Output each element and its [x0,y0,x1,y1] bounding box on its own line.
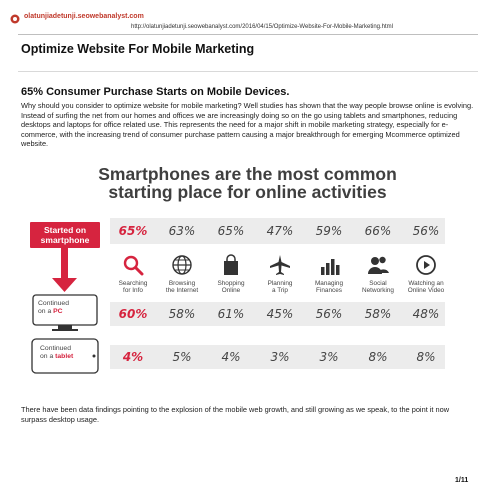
activity-label: Browsing the Internet [156,280,208,294]
activity-label-line1: Shopping [217,280,245,287]
activity-label-line1: Social [369,280,387,287]
activity-label-line1: Searching [118,280,148,287]
site-name[interactable]: olatunjiadetunji.seowebanalyst.com [24,13,144,20]
activity-label-line2: Finances [316,287,342,295]
activity-label-line1: Browsing [168,280,196,287]
activity-label-line2: a Trip [272,287,288,295]
activity-label-line2: Networking [362,287,394,295]
value-cell: 58% [168,307,196,321]
value-cell: 47% [266,224,294,238]
activity-label-line2: for Info [123,287,143,295]
tablet-icon [31,338,99,374]
smartphone-label-box: Started on smartphone [30,222,100,248]
intro-paragraph: Why should you consider to optimize webs… [21,101,474,149]
value-cell: 56% [315,307,343,321]
value-cell: 5% [172,350,192,364]
pc-label-line1: Continued [38,300,69,307]
activity-label-line2: Online Video [407,287,445,295]
activity-label: Managing Finances [303,280,355,294]
value-cell: 8% [368,350,388,364]
pc-row-band [110,302,445,326]
value-cell: 60% [118,307,148,321]
header-divider [18,34,478,35]
activity-label-line1: Managing [314,280,344,287]
value-cell: 66% [364,224,392,238]
infographic-title-line1: Smartphones are the most common [98,164,397,184]
closing-paragraph: There have been data findings pointing t… [21,405,450,424]
article-title: Optimize Website For Mobile Marketing [21,42,255,56]
globe-icon [172,255,192,275]
value-cell: 4% [122,350,144,364]
play-icon [416,255,436,275]
activity-label: Planning a Trip [254,280,306,294]
activity-label-line2: Online [221,287,241,295]
bar-chart-icon [321,259,340,275]
value-cell: 65% [217,224,245,238]
value-cell: 48% [412,307,440,321]
value-cell: 3% [319,350,339,364]
tablet-label-line2-accent: tablet [55,352,74,360]
value-cell: 45% [266,307,294,321]
tablet-label-line2: on a tablet [40,353,73,361]
value-cell: 56% [412,224,440,238]
activity-label-line1: Planning [267,280,293,287]
value-cell: 61% [217,307,245,321]
tablet-label-line1: Continued [40,345,71,352]
activity-label-line1: Watching an [408,280,444,287]
tablet-row-band [110,345,445,369]
people-icon [368,256,389,274]
value-cell: 3% [270,350,290,364]
pc-label-line2: on a PC [38,308,69,316]
pc-label: Continued on a PC [38,300,69,315]
activity-label: Searching for Info [107,280,159,294]
smartphone-label-line2: smartphone [40,235,90,245]
pc-label-line2-accent: PC [53,307,63,315]
shopping-bag-icon [224,254,238,275]
tablet-label: Continued on a tablet [40,345,73,360]
arrow-stem [61,248,68,281]
monitor-icon [32,294,98,331]
airplane-icon [270,255,290,275]
infographic-title-line2: starting place for online activities [108,182,387,202]
article-subtitle: 65% Consumer Purchase Starts on Mobile D… [21,86,290,98]
activity-label-line2: the Internet [165,287,199,295]
value-cell: 65% [118,224,148,238]
activity-label: Watching an Online Video [400,280,452,294]
activity-label: Shopping Online [205,280,257,294]
site-logo-icon [10,14,20,24]
tablet-label-line2-text: on a [40,352,56,360]
search-icon [123,255,144,276]
smartphone-row-band [110,218,445,244]
value-cell: 58% [364,307,392,321]
value-cell: 4% [221,350,241,364]
title-divider [18,71,478,72]
pc-label-line2-text: on a [38,307,54,315]
value-cell: 59% [315,224,343,238]
page-url[interactable]: http://olatunjiadetunji.seowebanalyst.co… [131,24,394,30]
value-cell: 63% [168,224,196,238]
page-number: 1/11 [455,477,469,484]
value-cell: 8% [416,350,436,364]
activity-label: Social Networking [352,280,404,294]
smartphone-label-line1: Started on [43,225,87,235]
arrow-down-icon [52,278,77,292]
